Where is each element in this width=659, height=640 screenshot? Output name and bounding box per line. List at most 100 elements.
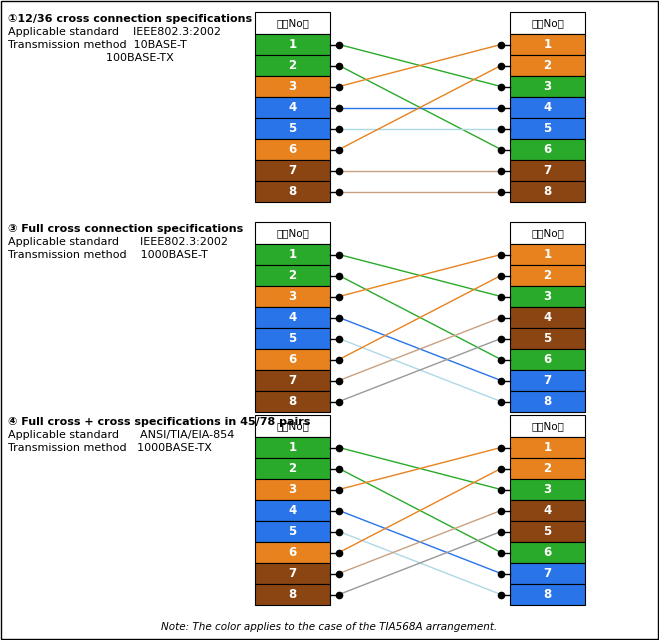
Text: 1: 1 [289, 38, 297, 51]
Text: Note: The color applies to the case of the TIA568A arrangement.: Note: The color applies to the case of t… [161, 622, 498, 632]
Text: 7: 7 [289, 567, 297, 580]
Text: 6: 6 [289, 143, 297, 156]
Text: 2: 2 [544, 462, 552, 475]
Text: ピンNo．: ピンNo． [531, 18, 564, 28]
Bar [255, 542, 330, 563]
Text: 2: 2 [544, 59, 552, 72]
Bar [510, 118, 585, 139]
Bar [510, 479, 585, 500]
Text: 4: 4 [289, 101, 297, 114]
Text: Applicable standard      IEEE802.3:2002: Applicable standard IEEE802.3:2002 [8, 237, 228, 247]
Bar [255, 370, 330, 391]
Text: ピンNo．: ピンNo． [276, 18, 309, 28]
Text: 2: 2 [289, 462, 297, 475]
Bar [255, 437, 330, 458]
Text: 4: 4 [544, 311, 552, 324]
Text: 8: 8 [544, 588, 552, 601]
Text: 8: 8 [289, 395, 297, 408]
Text: 5: 5 [544, 525, 552, 538]
Bar [255, 563, 330, 584]
Text: ピンNo．: ピンNo． [276, 421, 309, 431]
Text: ①12/36 cross connection specifications: ①12/36 cross connection specifications [8, 14, 252, 24]
Text: Transmission method   1000BASE-TX: Transmission method 1000BASE-TX [8, 443, 212, 453]
Text: 100BASE-TX: 100BASE-TX [8, 53, 174, 63]
Bar [510, 34, 585, 55]
Bar [255, 391, 330, 412]
Bar [255, 55, 330, 76]
Bar [510, 391, 585, 412]
Bar [510, 584, 585, 605]
Text: 7: 7 [544, 164, 552, 177]
Text: 1: 1 [544, 38, 552, 51]
Text: 3: 3 [289, 80, 297, 93]
Bar [255, 12, 330, 34]
Bar [510, 542, 585, 563]
Bar [255, 222, 330, 244]
Text: ④ Full cross + cross specifications in 45/78 pairs: ④ Full cross + cross specifications in 4… [8, 417, 310, 427]
Text: Transmission method  10BASE-T: Transmission method 10BASE-T [8, 40, 186, 50]
Text: 8: 8 [289, 185, 297, 198]
Bar [510, 328, 585, 349]
Text: 4: 4 [289, 504, 297, 517]
Bar [255, 181, 330, 202]
Text: 3: 3 [544, 483, 552, 496]
Bar [255, 415, 330, 437]
Bar [255, 286, 330, 307]
Text: 7: 7 [289, 164, 297, 177]
Bar [510, 307, 585, 328]
Text: 3: 3 [289, 290, 297, 303]
Bar [255, 500, 330, 521]
Text: 6: 6 [544, 546, 552, 559]
Text: 8: 8 [289, 588, 297, 601]
Bar [510, 55, 585, 76]
Bar [510, 437, 585, 458]
Bar [255, 139, 330, 160]
Bar [510, 139, 585, 160]
Bar [255, 521, 330, 542]
Bar [510, 521, 585, 542]
Text: 8: 8 [544, 185, 552, 198]
Bar [255, 584, 330, 605]
Bar [510, 286, 585, 307]
Text: 6: 6 [289, 353, 297, 366]
Text: Applicable standard    IEEE802.3:2002: Applicable standard IEEE802.3:2002 [8, 27, 221, 37]
Text: ③ Full cross connection specifications: ③ Full cross connection specifications [8, 224, 243, 234]
Bar [255, 118, 330, 139]
Text: 4: 4 [544, 101, 552, 114]
Bar [510, 222, 585, 244]
Bar [510, 97, 585, 118]
Text: 2: 2 [289, 59, 297, 72]
Bar [255, 34, 330, 55]
Bar [255, 307, 330, 328]
Bar [255, 479, 330, 500]
Bar [255, 265, 330, 286]
Bar [510, 563, 585, 584]
Text: 7: 7 [289, 374, 297, 387]
Text: 8: 8 [544, 395, 552, 408]
Text: 4: 4 [544, 504, 552, 517]
Text: 7: 7 [544, 374, 552, 387]
Text: 3: 3 [544, 290, 552, 303]
Text: 2: 2 [289, 269, 297, 282]
Text: 6: 6 [544, 143, 552, 156]
Text: 5: 5 [544, 332, 552, 345]
Text: Transmission method    1000BASE-T: Transmission method 1000BASE-T [8, 250, 208, 260]
Bar [510, 349, 585, 370]
Bar [510, 370, 585, 391]
Bar [510, 415, 585, 437]
Bar [255, 328, 330, 349]
Bar [510, 160, 585, 181]
Text: 4: 4 [289, 311, 297, 324]
Text: 7: 7 [544, 567, 552, 580]
Text: 5: 5 [289, 332, 297, 345]
Bar [255, 97, 330, 118]
Text: ピンNo．: ピンNo． [531, 228, 564, 238]
Text: 1: 1 [289, 248, 297, 261]
Text: 3: 3 [544, 80, 552, 93]
Text: 5: 5 [289, 122, 297, 135]
Bar [255, 458, 330, 479]
Bar [510, 12, 585, 34]
Bar [255, 160, 330, 181]
Text: Applicable standard      ANSI/TIA/EIA-854: Applicable standard ANSI/TIA/EIA-854 [8, 430, 235, 440]
Text: ピンNo．: ピンNo． [531, 421, 564, 431]
